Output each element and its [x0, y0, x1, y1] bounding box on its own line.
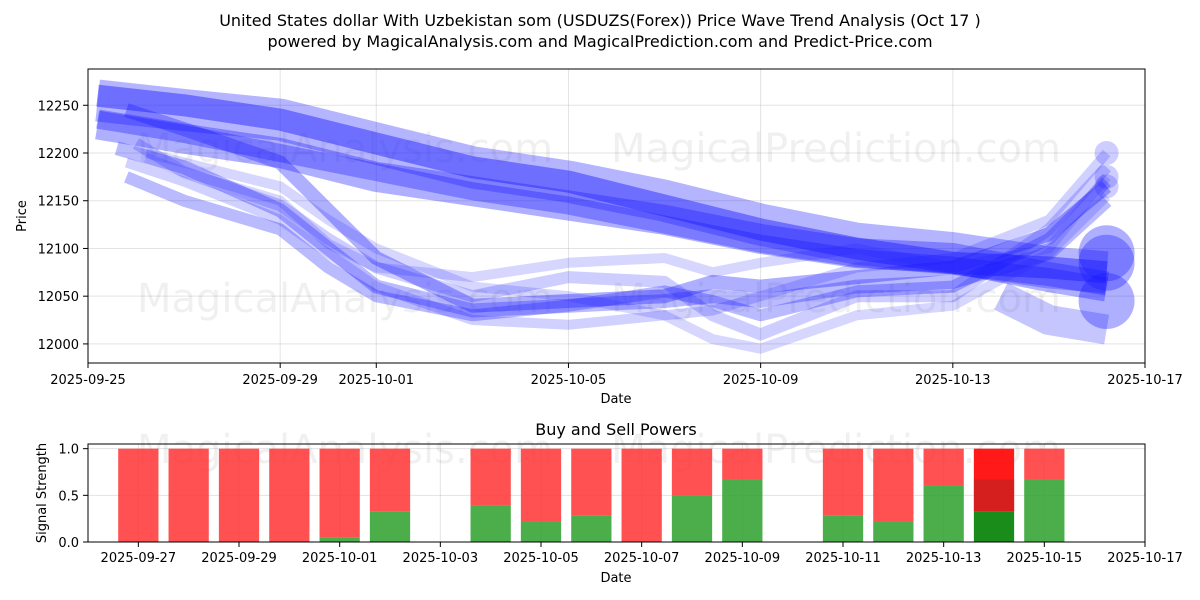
buy-bar: [319, 537, 360, 542]
wave-band-6: [114, 141, 1112, 318]
sell-bar: [319, 448, 360, 538]
sell-bar: [571, 448, 612, 516]
buy-sell-x-tick-label: 2025-10-13: [906, 551, 982, 566]
wave-band-11: [143, 153, 1111, 283]
price-axes-frame: [87, 68, 1146, 364]
buy-bar: [822, 515, 864, 542]
wave-end-marker-4: [1094, 141, 1119, 165]
wave-band-7: [124, 171, 1111, 322]
buy-sell-x-tick-label: 2025-10-17: [1107, 551, 1183, 566]
buy-sell-y-axis-label: Signal Strength: [35, 443, 50, 543]
buy-bar: [1024, 479, 1065, 542]
price-y-tick-label: 12000: [38, 338, 79, 353]
buy-bar: [973, 511, 1015, 542]
price-y-tick-label: 12100: [38, 242, 79, 257]
sell-bar: [218, 448, 260, 542]
watermark-analysis-top: MagicalAnalysis.com: [137, 126, 553, 172]
wave-band-12: [994, 282, 1110, 345]
watermark-analysis-mid: MagicalAnalysis.com: [137, 276, 553, 322]
watermark-prediction-top: MagicalPrediction.com: [611, 126, 1061, 172]
buy-bar: [671, 495, 713, 542]
price-y-tick-label: 12200: [38, 147, 79, 162]
sell-bar: [118, 448, 159, 542]
wave-band-1: [95, 79, 1109, 294]
buy-sell-x-ticks: 2025-09-27 2025-09-29 2025-10-01 2025-10-03…: [101, 542, 1183, 566]
price-y-tick-label: 12250: [38, 99, 79, 114]
sell-bar: [722, 448, 763, 480]
wave-end-marker-2: [1078, 234, 1135, 291]
wave-band-4: [96, 110, 1109, 296]
sell-bar: [822, 448, 864, 516]
wave-end-marker-6: [1094, 174, 1119, 199]
buy-sell-x-tick-label: 2025-10-03: [403, 551, 479, 566]
wave-band-8: [132, 138, 1111, 341]
buy-sell-y-ticks: 0.0 0.5 1.0: [58, 443, 88, 551]
wave-band-3: [95, 109, 1110, 302]
buy-sell-x-tick-label: 2025-10-15: [1007, 551, 1083, 566]
buy-sell-y-tick-label: 0.0: [58, 536, 79, 551]
buy-sell-y-tick-label: 0.5: [58, 489, 79, 504]
buy-sell-x-tick-label: 2025-09-29: [201, 551, 277, 566]
sell-bar: [873, 448, 914, 522]
buy-bar: [470, 505, 511, 542]
chart-title-line2: powered by MagicalAnalysis.com and Magic…: [267, 32, 932, 51]
buy-sell-x-tick-label: 2025-10-09: [705, 551, 781, 566]
buy-bar: [873, 521, 914, 542]
wave-end-marker-1: [1078, 225, 1135, 282]
sell-bar: [621, 448, 662, 542]
buy-bar: [571, 515, 612, 542]
overlap-bar: [973, 479, 1015, 512]
sell-bar: [470, 448, 511, 506]
price-y-tick-label: 12050: [38, 290, 79, 305]
wave-band-9: [124, 149, 1111, 330]
price-x-axis-label: Date: [600, 392, 631, 407]
wave-end-marker-3: [1078, 272, 1135, 329]
price-grid: [87, 69, 1146, 363]
buy-sell-x-axis-label: Date: [600, 571, 631, 586]
buy-sell-x-tick-label: 2025-09-27: [101, 551, 177, 566]
price-x-tick-label: 2025-10-13: [915, 373, 991, 388]
buy-bar: [923, 485, 964, 542]
chart-title-line1: United States dollar With Uzbekistan som…: [219, 11, 981, 30]
price-wave-chart: MagicalAnalysis.com MagicalPrediction.co…: [15, 68, 1183, 407]
buy-sell-chart: Buy and Sell Powers MagicalAnalysis.com …: [35, 420, 1183, 586]
price-y-ticks: 12000 12050 12100 12150 12200 12250: [38, 99, 88, 353]
sell-bar: [671, 448, 713, 496]
wave-band-5: [124, 103, 1112, 313]
sell-bar: [369, 448, 411, 512]
buy-sell-axes-frame: [87, 443, 1146, 543]
sell-bar: [923, 448, 964, 486]
buy-sell-x-tick-label: 2025-10-01: [302, 551, 378, 566]
watermark-prediction-mid: MagicalPrediction.com: [611, 276, 1061, 322]
sell-bar: [1024, 448, 1065, 480]
buy-bar: [520, 521, 562, 542]
price-x-tick-label: 2025-10-01: [338, 373, 414, 388]
price-x-tick-label: 2025-09-25: [50, 373, 126, 388]
sell-bar: [269, 448, 310, 542]
buy-sell-x-tick-label: 2025-10-05: [503, 551, 579, 566]
sell-bar: [168, 448, 209, 542]
buy-sell-title: Buy and Sell Powers: [535, 420, 697, 439]
price-x-tick-label: 2025-10-05: [531, 373, 607, 388]
price-y-tick-label: 12150: [38, 195, 79, 210]
wave-end-marker-5: [1094, 164, 1119, 189]
buy-sell-bars: [118, 448, 1065, 542]
sell-bar: [520, 448, 562, 522]
wave-bands: [95, 79, 1135, 354]
price-watermarks: MagicalAnalysis.com MagicalPrediction.co…: [137, 126, 1061, 322]
price-x-ticks: 2025-09-25 2025-09-29 2025-10-01 2025-10-05…: [50, 363, 1183, 388]
price-y-axis-label: Price: [15, 200, 30, 232]
buy-sell-x-tick-label: 2025-10-11: [805, 551, 881, 566]
price-x-tick-label: 2025-09-29: [242, 373, 318, 388]
buy-bar: [369, 511, 411, 542]
price-x-tick-label: 2025-10-17: [1107, 373, 1183, 388]
buy-bar: [722, 479, 763, 542]
buy-sell-x-tick-label: 2025-10-07: [604, 551, 680, 566]
price-x-tick-label: 2025-10-09: [723, 373, 799, 388]
buy-sell-y-tick-label: 1.0: [58, 443, 79, 458]
wave-band-10: [144, 148, 1111, 354]
wave-band-2: [96, 84, 1108, 284]
